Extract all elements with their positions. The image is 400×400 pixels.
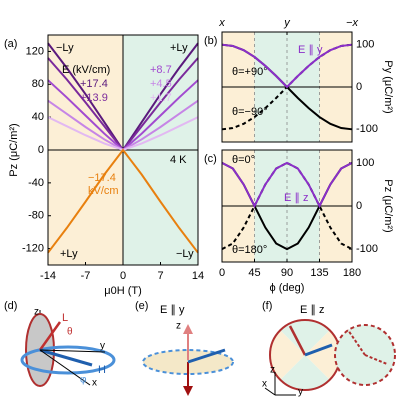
label: z	[270, 365, 275, 376]
quadrant	[280, 355, 330, 391]
plot-frame	[221, 149, 353, 263]
series-name: +4.5	[150, 78, 172, 90]
diagram-e: (e) E ∥ y z	[135, 300, 234, 396]
annotation: −Ly	[56, 42, 74, 54]
y-tick-label: 40	[32, 111, 44, 123]
annotation: +Ly	[170, 42, 188, 54]
series-name: E ∥ z	[284, 192, 308, 204]
top-tick-label: y	[283, 17, 291, 29]
x-tick-label: -7	[81, 270, 91, 282]
panel-label: (b)	[204, 35, 217, 47]
x-tick-label: 0	[120, 270, 126, 282]
x-tick-label: -14	[40, 270, 56, 282]
arrow	[347, 329, 366, 356]
top-tick-label: −x	[346, 17, 358, 29]
series-name: +8.7	[150, 64, 172, 76]
x-tick-label: 180	[343, 267, 361, 279]
label: y	[298, 387, 303, 398]
annotation: 4 K	[170, 154, 187, 166]
x-tick-label: 14	[192, 270, 204, 282]
label: φ	[80, 375, 87, 386]
y-axis-label: Pz (μC/m²)	[8, 123, 20, 176]
annotation: kV/cm	[88, 185, 119, 197]
panel-label: (c)	[204, 153, 217, 165]
label: x	[92, 378, 97, 389]
label: E ∥ z	[300, 304, 324, 316]
label: z	[176, 321, 181, 332]
y-tick-label: -120	[22, 242, 44, 254]
series-name: +1.7	[150, 92, 172, 104]
arrow-head	[183, 386, 193, 396]
series-name: θ=−90°	[232, 106, 268, 118]
x-tick-label: 135	[310, 267, 328, 279]
x-axis-label: ϕ (deg)	[270, 282, 305, 294]
chart: -120 -80 -40 0 40 80 120 -14 -7 0 7 14 +17.4 +13.9 +8.…	[4, 34, 204, 297]
arrow-l	[38, 321, 62, 351]
y-tick-label: 0	[356, 200, 362, 212]
arrow	[187, 348, 226, 364]
y-tick-label: 120	[26, 45, 44, 57]
y-axis-label: Py (μC/m²)	[382, 60, 394, 113]
panel-label: (e)	[135, 300, 148, 312]
y-tick-label: -80	[28, 210, 44, 222]
diagram-f: (f) E ∥ z z y x	[262, 300, 396, 398]
panel-label: (f)	[262, 300, 272, 312]
x-axis-label: μ0H (T)	[104, 285, 142, 297]
quadrant	[305, 330, 341, 380]
quadrant	[269, 330, 305, 380]
legend-title: E (kV/cm)	[62, 64, 110, 76]
x-tick-label: 90	[281, 267, 293, 279]
orbit	[20, 345, 116, 375]
label: H	[98, 364, 106, 376]
y-axis-label: Pz (μC/m²)	[382, 179, 394, 232]
arrow	[288, 325, 307, 356]
x-tick-label: 7	[157, 270, 163, 282]
axis	[39, 349, 91, 386]
series-line	[221, 161, 353, 209]
annotation: +Ly	[60, 248, 78, 260]
arrow-head	[183, 324, 193, 334]
label: x	[262, 379, 267, 390]
annotation: −Ly	[176, 248, 194, 260]
series-name: θ=180°	[232, 244, 267, 256]
y-tick-label: 100	[356, 157, 374, 169]
diagram-d: (d) z L θ y x H φ	[4, 300, 116, 389]
plot-frame	[47, 34, 199, 266]
series-name: −17.4	[88, 172, 116, 184]
y-tick-label: -100	[356, 243, 378, 255]
y-tick-label: -100	[356, 123, 378, 135]
series-name: +13.9	[80, 92, 108, 104]
arrow-h	[39, 348, 93, 367]
series-name: +17.4	[80, 78, 108, 90]
panel-label: (d)	[4, 300, 17, 312]
series-name: θ=0°	[232, 154, 255, 166]
x-tick-label: 45	[248, 267, 260, 279]
axis	[39, 349, 106, 353]
y-tick-label: 0	[38, 144, 44, 156]
chart: -100 0 100 x y −x θ=+90° θ=−90° E ∥ y (b) Py (μC/m…	[204, 17, 394, 143]
series-name: θ=+90°	[232, 66, 268, 78]
y-tick-label: 100	[356, 39, 374, 51]
label: y	[100, 341, 105, 352]
arrow	[364, 354, 388, 365]
label: L	[62, 312, 68, 324]
series-line	[47, 148, 199, 254]
top-tick-label: x	[218, 17, 225, 29]
axis	[264, 387, 276, 396]
chart: -100 0 100 0 45 90 135 180 θ=0° θ=180° E ∥ z (c) ϕ (…	[204, 149, 394, 294]
y-tick-label: 80	[32, 78, 44, 90]
label: E ∥ y	[160, 304, 185, 316]
arrow	[304, 343, 333, 357]
series-line	[221, 161, 353, 250]
label: θ	[67, 327, 73, 338]
x-tick-label: 0	[219, 267, 225, 279]
plot-frame	[221, 31, 353, 143]
y-tick-label: 0	[356, 81, 362, 93]
series-line	[221, 43, 353, 89]
panel-label: (a)	[4, 38, 17, 50]
series-name: E ∥ y	[298, 44, 323, 56]
y-tick-label: -40	[28, 177, 44, 189]
label: z	[34, 307, 39, 318]
